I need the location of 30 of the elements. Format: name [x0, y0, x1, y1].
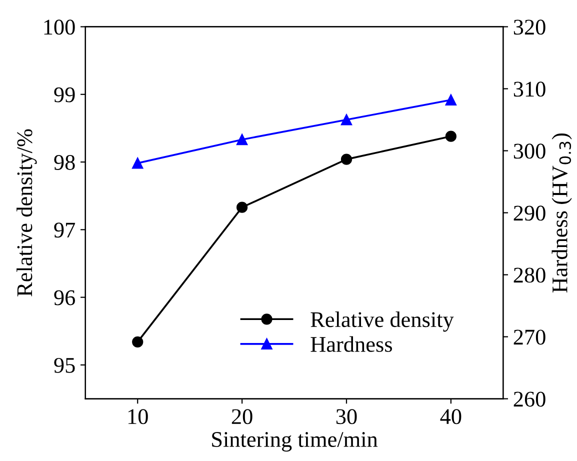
y-tick-label: 98 [54, 154, 75, 170]
y-tick-label: 100 [44, 20, 75, 35]
point [132, 158, 144, 169]
x-tick-label: 10 [128, 409, 148, 424]
y2-tick-label: 310 [514, 82, 546, 97]
y-tick-label: 95 [54, 358, 75, 373]
point [132, 336, 144, 348]
y2-axis-title: Hardness (HV$_{0.3}$) [552, 133, 572, 293]
y-axis-title: Relative density/% [16, 129, 37, 296]
point [236, 202, 248, 213]
y2-tick-label: 270 [514, 330, 546, 345]
x-tick-label: 30 [336, 409, 357, 424]
x-tick-label: 40 [440, 409, 462, 424]
x-axis-title: Sintering time/min [212, 432, 378, 452]
y-tick-label: 96 [54, 290, 76, 306]
y2-tick-label: 260 [514, 392, 546, 407]
y2-tick-label: 290 [514, 206, 546, 221]
y2-tick-label: 320 [514, 20, 546, 35]
point [445, 94, 456, 106]
point [236, 134, 248, 146]
point [445, 130, 456, 142]
legend-label: Relative density [310, 311, 454, 332]
y-tick-label: 99 [54, 87, 75, 102]
point [340, 114, 352, 126]
y-tick-label: 97 [54, 222, 76, 238]
legend-label: Hardness [310, 336, 392, 352]
x-tick-label: 20 [232, 409, 252, 424]
y2-tick-label: 280 [514, 268, 546, 283]
point [340, 154, 352, 165]
y2-tick-label: 300 [514, 144, 546, 159]
